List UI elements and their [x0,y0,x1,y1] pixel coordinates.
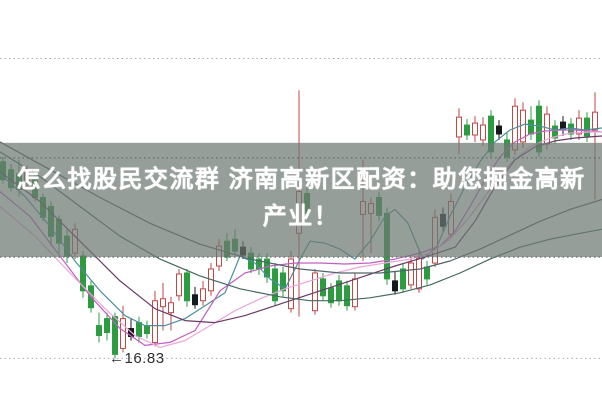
candle-body [176,273,182,297]
candle-body [472,122,478,136]
candle-body [104,318,110,334]
candle-body [168,302,174,314]
candle-body [192,294,198,306]
candle-body [592,111,598,131]
candle-body [184,272,190,302]
candle-body [272,268,278,302]
candle-body [424,266,430,280]
candle-body [528,119,534,135]
candle-body [112,316,118,355]
candle-body [120,318,126,349]
candle-body [456,116,462,138]
candle-body [280,272,286,292]
ma-magenta [0,129,602,346]
candle-body [288,258,294,310]
candle-body [416,257,422,290]
candle-body [576,117,582,135]
candle-body [352,278,358,308]
candle-body [160,298,166,308]
candle-body [344,285,350,307]
low-price-annotation: ←16.83 [109,350,165,367]
headline-band [0,142,602,258]
candle-body [152,300,158,343]
candle-body [584,117,590,137]
candle-body [408,262,414,286]
candle-body [96,325,102,336]
candle-body [552,125,558,139]
candle-body [200,288,206,302]
candle-body [496,125,502,135]
candle-body [136,322,142,337]
candle-body [400,268,406,290]
candle-body [320,278,326,297]
candle-body [392,280,398,292]
candle-body [144,325,150,335]
candle-body [480,124,486,141]
candle-body [464,124,470,136]
